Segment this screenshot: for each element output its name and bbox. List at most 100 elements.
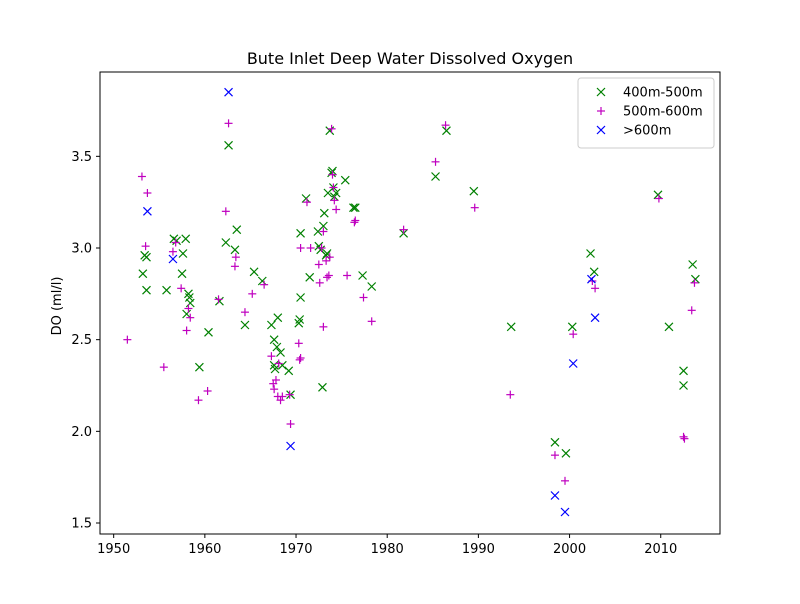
data-point <box>330 196 339 205</box>
data-point <box>567 322 577 332</box>
data-point <box>306 244 315 252</box>
legend-box <box>577 77 715 149</box>
data-point <box>315 278 324 287</box>
data-point <box>172 236 182 246</box>
data-point <box>240 308 249 317</box>
data-point <box>285 390 294 399</box>
data-point <box>123 335 132 344</box>
data-point <box>230 245 240 255</box>
data-point <box>327 124 336 133</box>
data-point <box>550 491 560 500</box>
data-point <box>560 507 570 517</box>
data-point <box>469 186 479 196</box>
y-tick-label: 3.0 <box>71 242 92 257</box>
data-point <box>591 284 600 293</box>
data-point <box>319 227 328 236</box>
data-point <box>271 376 280 384</box>
data-point <box>171 238 180 247</box>
data-point <box>143 189 152 197</box>
data-point <box>550 437 560 447</box>
legend-marker <box>596 87 606 97</box>
data-point <box>321 250 331 260</box>
legend-label: 500m-600m <box>623 105 703 120</box>
data-point <box>327 168 337 178</box>
data-point <box>168 254 178 264</box>
data-point <box>182 309 192 319</box>
x-tick-label: 1950 <box>97 542 130 557</box>
data-point <box>442 126 451 136</box>
data-point <box>690 274 700 284</box>
data-point <box>248 289 257 298</box>
data-point <box>343 271 352 280</box>
data-point <box>232 225 242 235</box>
data-point <box>324 271 333 280</box>
data-point <box>231 253 240 262</box>
data-point <box>182 326 191 335</box>
data-point <box>276 396 285 405</box>
data-point <box>561 448 571 458</box>
data-point <box>185 298 195 308</box>
series-0 <box>138 126 700 458</box>
data-point <box>431 172 440 181</box>
data-point <box>181 234 191 244</box>
data-point <box>325 126 335 136</box>
data-point <box>687 306 696 315</box>
data-point <box>194 396 203 405</box>
data-point <box>590 313 600 323</box>
data-point <box>221 207 230 216</box>
data-point <box>506 390 515 399</box>
data-point <box>318 221 328 231</box>
data-point <box>286 420 295 428</box>
y-tick-label: 1.5 <box>71 517 92 532</box>
x-tick-label: 1980 <box>371 542 404 557</box>
data-point <box>295 355 304 364</box>
data-point <box>305 272 315 282</box>
data-point <box>269 335 279 345</box>
data-point <box>230 262 239 271</box>
data-point <box>431 157 440 166</box>
data-point <box>318 382 327 392</box>
data-point <box>194 362 204 372</box>
data-point <box>177 284 186 293</box>
data-point <box>224 140 233 150</box>
data-point <box>168 247 177 256</box>
data-point <box>586 249 595 258</box>
data-point <box>296 354 305 362</box>
data-point <box>142 285 151 295</box>
data-point <box>186 313 195 322</box>
data-point <box>441 121 450 130</box>
data-point <box>177 269 187 279</box>
data-point <box>286 441 295 451</box>
series-2 <box>142 87 600 517</box>
y-tick-label: 2.5 <box>71 333 92 348</box>
data-point <box>550 451 559 460</box>
data-point <box>296 293 306 302</box>
data-point <box>295 315 305 324</box>
data-point <box>284 366 294 376</box>
data-point <box>688 260 698 269</box>
data-point <box>204 327 213 337</box>
data-point <box>679 381 688 390</box>
x-tick-label: 2010 <box>644 542 677 557</box>
data-point <box>399 225 408 234</box>
data-point <box>664 322 674 332</box>
data-point <box>332 205 341 214</box>
y-axis-ticks: 1.5 2.0 2.5 3.0 3.5 <box>71 150 100 532</box>
data-point <box>587 274 596 284</box>
data-point <box>221 238 231 247</box>
data-point <box>367 282 377 291</box>
data-point <box>301 194 311 203</box>
x-axis-ticks: 1950 1960 1970 1980 1990 2000 2010 <box>97 534 677 557</box>
data-point <box>679 432 688 441</box>
data-point <box>350 203 360 213</box>
data-point <box>266 320 276 330</box>
data-point <box>653 190 663 200</box>
series-1 <box>123 119 699 485</box>
data-point <box>224 87 233 97</box>
data-point <box>270 364 280 374</box>
x-tick-label: 1960 <box>188 542 221 557</box>
legend-marker <box>596 125 606 135</box>
data-point <box>138 269 148 279</box>
x-tick-label: 1990 <box>462 542 495 557</box>
